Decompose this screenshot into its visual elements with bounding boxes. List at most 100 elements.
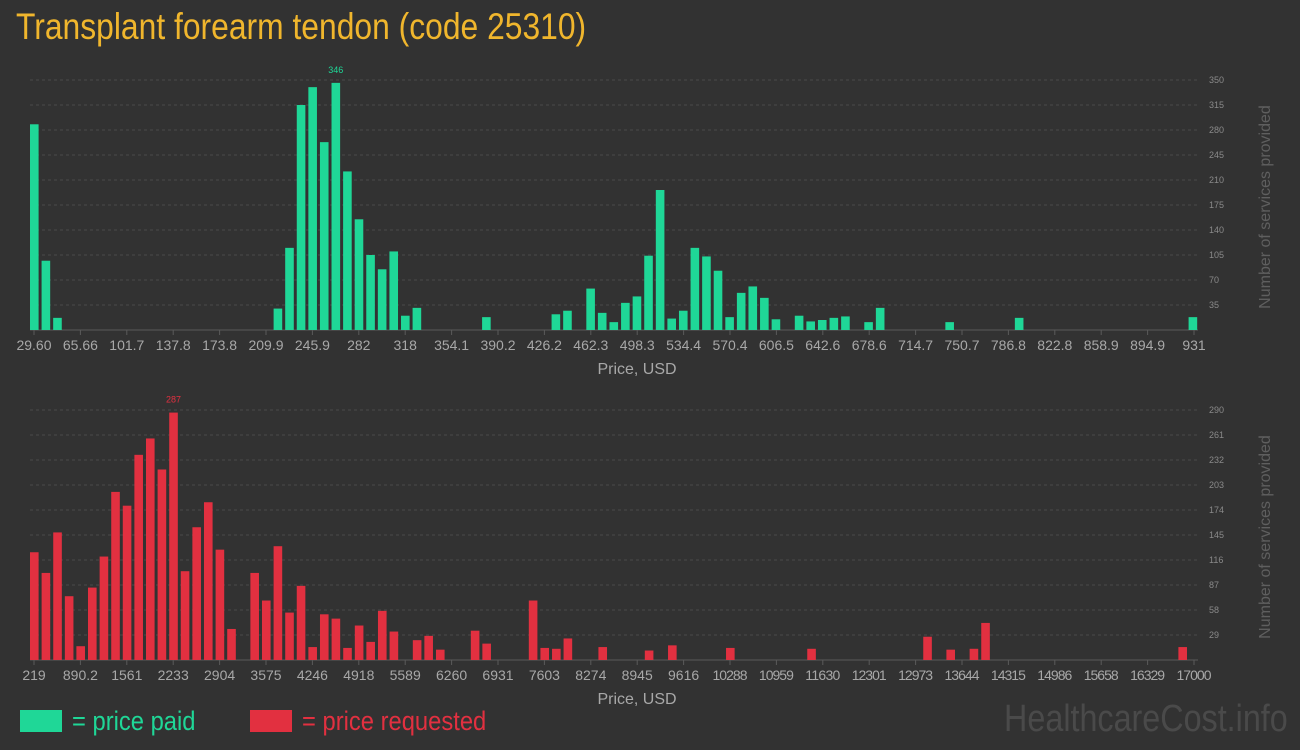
requested-x-tick-label: 2233 (158, 667, 189, 683)
requested-x-tick-label: 12301 (852, 667, 887, 683)
paid-bar (655, 190, 665, 330)
requested-bar (377, 610, 387, 660)
requested-x-tick-label: 17000 (1177, 667, 1212, 683)
requested-bar (319, 614, 329, 660)
requested-bar (157, 469, 167, 660)
legend-item-paid: = price paid (20, 704, 212, 738)
requested-bar (540, 647, 550, 660)
requested-bar (726, 647, 735, 660)
requested-bar (969, 648, 979, 660)
requested-x-tick-label: 10959 (759, 667, 794, 683)
requested-bar (946, 649, 956, 660)
requested-peak-label: 287 (166, 395, 181, 405)
paid-bar (551, 314, 561, 330)
paid-x-tick-label: 678.6 (852, 337, 887, 353)
legend-swatch-paid (20, 710, 62, 732)
requested-bar (192, 527, 201, 660)
paid-x-tick-label: 534.4 (666, 337, 701, 353)
paid-x-tick-label: 29.60 (17, 337, 52, 353)
requested-y-tick-label: 174 (1209, 505, 1224, 515)
paid-y-tick-label: 35 (1209, 300, 1219, 310)
requested-y-tick-label: 145 (1209, 530, 1224, 540)
requested-x-tick-label: 3575 (250, 667, 281, 683)
legend-item-requested: = price requested (250, 704, 511, 738)
requested-bar (41, 572, 51, 660)
requested-y-tick-label: 232 (1209, 455, 1224, 465)
paid-x-tick-label: 209.9 (249, 337, 284, 353)
paid-bar (482, 317, 491, 330)
requested-x-tick-label: 5589 (390, 667, 421, 683)
paid-y-tick-label: 350 (1209, 75, 1224, 85)
paid-x-tick-label: 570.4 (713, 337, 748, 353)
requested-x-tick-label: 8274 (575, 667, 606, 683)
requested-bar (261, 600, 271, 660)
requested-y-tick-label: 261 (1209, 430, 1224, 440)
legend-label-requested: = price requested (302, 705, 487, 736)
requested-bar (145, 438, 155, 660)
paid-peak-label: 346 (328, 65, 343, 75)
paid-bar (806, 321, 815, 330)
requested-bar (273, 546, 283, 660)
paid-x-tick-label: 65.66 (63, 337, 98, 353)
paid-bar (864, 322, 873, 330)
paid-bar (875, 307, 885, 330)
paid-bar (702, 256, 711, 330)
requested-x-tick-label: 12973 (898, 667, 933, 683)
paid-x-tick-label: 858.9 (1084, 337, 1119, 353)
paid-x-axis-title: Price, USD (597, 361, 676, 378)
paid-x-tick-label: 894.9 (1130, 337, 1165, 353)
paid-bar (412, 307, 422, 330)
paid-bar (401, 315, 410, 330)
requested-bar (807, 648, 816, 660)
requested-bar (203, 502, 213, 660)
paid-x-tick-label: 245.9 (295, 337, 330, 353)
paid-bar (771, 319, 781, 330)
requested-bar (64, 596, 74, 660)
requested-bar (169, 412, 178, 660)
paid-bar (273, 308, 283, 330)
paid-x-tick-label: 390.2 (481, 337, 516, 353)
requested-bar (343, 647, 352, 660)
requested-x-tick-label: 1561 (111, 667, 142, 683)
paid-bar (609, 322, 619, 330)
paid-x-tick-label: 318 (394, 337, 418, 353)
requested-x-tick-label: 13644 (945, 667, 980, 683)
paid-x-tick-label: 606.5 (759, 337, 794, 353)
requested-bar (111, 491, 120, 660)
requested-bar (424, 635, 433, 660)
requested-y-tick-label: 58 (1209, 605, 1219, 615)
paid-x-tick-label: 822.8 (1037, 337, 1072, 353)
requested-bar (76, 646, 85, 660)
paid-bar (366, 255, 375, 330)
paid-bar (354, 219, 364, 330)
paid-bar (308, 87, 317, 331)
requested-bar (389, 631, 399, 660)
paid-bar (841, 316, 850, 330)
requested-bar (354, 625, 364, 660)
paid-y-tick-label: 210 (1209, 175, 1224, 185)
paid-bar (713, 270, 723, 330)
paid-y-tick-label: 175 (1209, 200, 1224, 210)
requested-bar (470, 630, 480, 660)
paid-x-tick-label: 173.8 (202, 337, 237, 353)
paid-bar (644, 255, 653, 330)
paid-x-tick-label: 282 (347, 337, 371, 353)
requested-x-tick-label: 8945 (622, 667, 653, 683)
paid-bar (690, 247, 700, 330)
requested-bar (285, 612, 294, 660)
requested-bar (435, 649, 445, 660)
requested-bar (598, 647, 608, 660)
requested-bar (644, 650, 654, 660)
paid-x-tick-label: 714.7 (898, 337, 933, 353)
paid-bar (586, 288, 595, 330)
watermark: HealthcareCost.info (1004, 698, 1288, 740)
requested-bar (563, 638, 573, 660)
paid-x-tick-label: 642.6 (805, 337, 840, 353)
chart-title: Transplant forearm tendon (code 25310) (16, 6, 587, 47)
requested-y-tick-label: 87 (1209, 580, 1219, 590)
requested-bar (30, 552, 39, 660)
paid-y-tick-label: 315 (1209, 100, 1224, 110)
requested-x-axis-title: Price, USD (597, 691, 676, 708)
requested-x-tick-label: 219 (22, 667, 46, 683)
paid-bar (377, 269, 387, 330)
